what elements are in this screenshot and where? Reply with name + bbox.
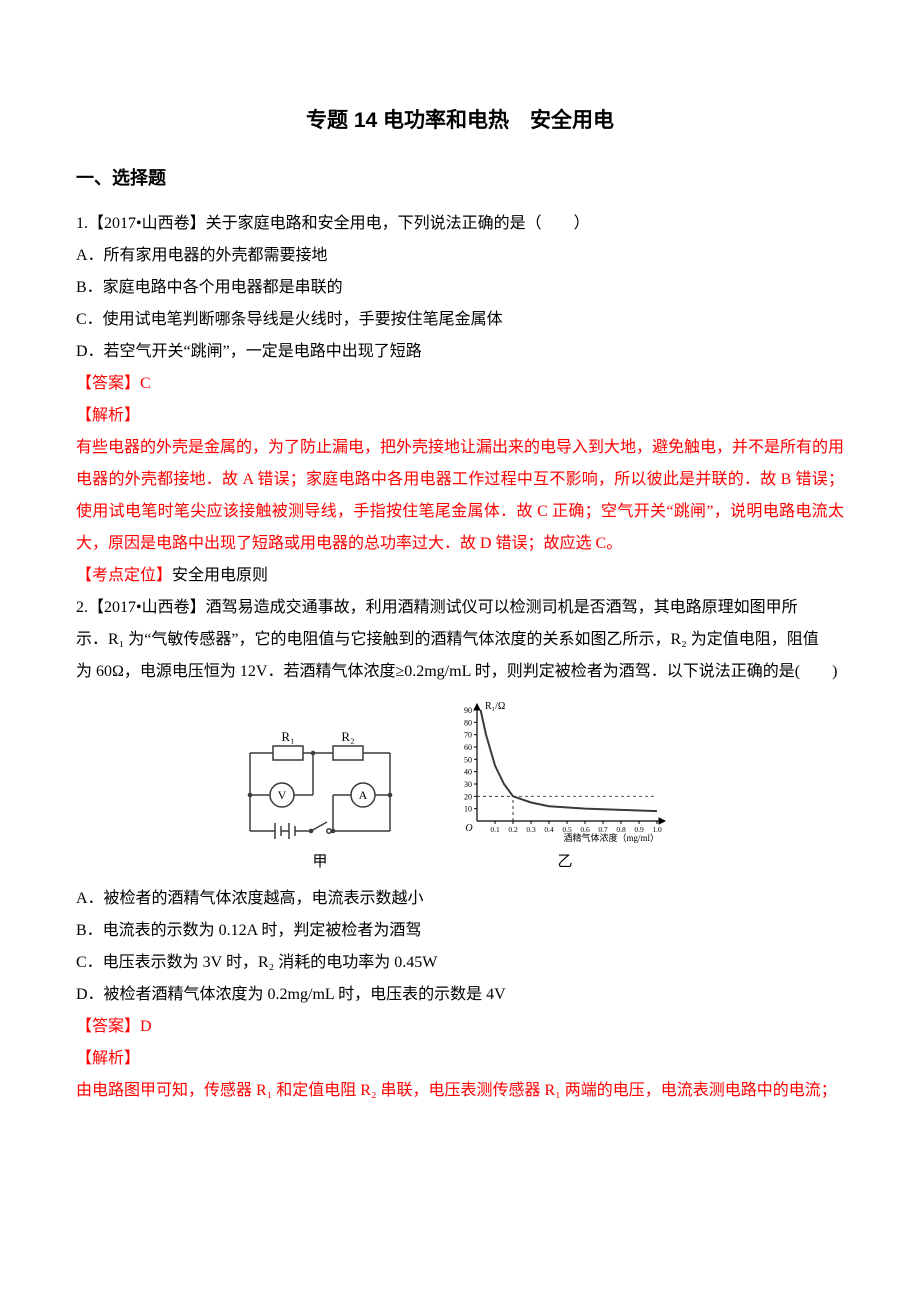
q2-circuit-diagram: R₁ R₂ V A xyxy=(235,723,405,843)
svg-text:10: 10 xyxy=(464,805,472,814)
svg-text:40: 40 xyxy=(464,768,472,777)
q2-option-b: B．电流表的示数为 0.12A 时，判定被检者为酒驾 xyxy=(76,915,844,947)
q2-chart: 1020304050607080900.10.20.30.40.50.60.70… xyxy=(445,698,685,843)
svg-text:R₂: R₂ xyxy=(341,729,354,744)
svg-text:90: 90 xyxy=(464,706,472,715)
q2-answer: 【答案】D xyxy=(76,1011,844,1043)
q1-stem: 1.【2017•山西卷】关于家庭电路和安全用电，下列说法正确的是（ ） xyxy=(76,208,844,240)
svg-text:酒精气体浓度（mg/ml）: 酒精气体浓度（mg/ml） xyxy=(563,832,659,843)
q2-option-d: D．被检者酒精气体浓度为 0.2mg/mL 时，电压表的示数是 4V xyxy=(76,979,844,1011)
q2-option-c: C．电压表示数为 3V 时，R₂ 消耗的电功率为 0.45W xyxy=(76,947,844,979)
svg-text:V: V xyxy=(278,788,287,802)
svg-text:R₁: R₁ xyxy=(281,729,294,744)
svg-text:20: 20 xyxy=(464,792,472,801)
q2-analysis-label: 【解析】 xyxy=(76,1043,844,1075)
svg-text:0.1: 0.1 xyxy=(490,825,500,834)
q2-figure-row: R₁R₂VA 甲 1020304050607080900.10.20.30.40… xyxy=(76,698,844,877)
svg-text:0.4: 0.4 xyxy=(544,825,554,834)
q2-figure-chart-block: 1020304050607080900.10.20.30.40.50.60.70… xyxy=(445,698,685,877)
q1-option-d: D．若空气开关“跳闸”，一定是电路中出现了短路 xyxy=(76,336,844,368)
q2-stem-line2: 示．R₁ 为“气敏传感器”，它的电阻值与它接触到的酒精气体浓度的关系如图乙所示，… xyxy=(76,624,844,656)
svg-text:0.2: 0.2 xyxy=(508,825,518,834)
svg-text:30: 30 xyxy=(464,780,472,789)
q2-fig1-caption: 甲 xyxy=(312,847,327,877)
svg-text:60: 60 xyxy=(464,743,472,752)
svg-text:R₁/Ω: R₁/Ω xyxy=(485,701,505,712)
q2-option-a: A．被检者的酒精气体浓度越高，电流表示数越小 xyxy=(76,883,844,915)
q1-kaodian-text: 安全用电原则 xyxy=(172,567,268,584)
q1-kaodian-label: 【考点定位】 xyxy=(76,567,172,584)
q1-option-b: B．家庭电路中各个用电器都是串联的 xyxy=(76,272,844,304)
q1-option-a: A．所有家用电器的外壳都需要接地 xyxy=(76,240,844,272)
svg-text:80: 80 xyxy=(464,718,472,727)
q2-figure-circuit-block: R₁ R₂ V A 甲 xyxy=(235,723,405,877)
q1-answer: 【答案】C xyxy=(76,368,844,400)
page-title: 专题 14 电功率和电热 安全用电 xyxy=(76,100,844,142)
q1-option-c: C．使用试电笔判断哪条导线是火线时，手要按住笔尾金属体 xyxy=(76,304,844,336)
q1-kaodian: 【考点定位】安全用电原则 xyxy=(76,560,844,592)
svg-text:0.3: 0.3 xyxy=(526,825,536,834)
q1-analysis-text: 有些电器的外壳是金属的，为了防止漏电，把外壳接地让漏出来的电导入到大地，避免触电… xyxy=(76,432,844,560)
section-heading: 一、选择题 xyxy=(76,160,844,196)
svg-text:O: O xyxy=(465,823,472,834)
q2-stem-line3: 为 60Ω，电源电压恒为 12V．若酒精气体浓度≥0.2mg/mL 时，则判定被… xyxy=(76,656,844,688)
q2-analysis-text: 由电路图甲可知，传感器 R₁ 和定值电阻 R₂ 串联，电压表测传感器 R₁ 两端… xyxy=(76,1075,844,1107)
svg-text:50: 50 xyxy=(464,755,472,764)
q2-fig2-caption: 乙 xyxy=(557,847,572,877)
q2-stem-line1: 2.【2017•山西卷】酒驾易造成交通事故，利用酒精测试仪可以检测司机是否酒驾，… xyxy=(76,592,844,624)
q1-analysis-label: 【解析】 xyxy=(76,400,844,432)
svg-text:70: 70 xyxy=(464,731,472,740)
svg-text:A: A xyxy=(359,788,368,802)
